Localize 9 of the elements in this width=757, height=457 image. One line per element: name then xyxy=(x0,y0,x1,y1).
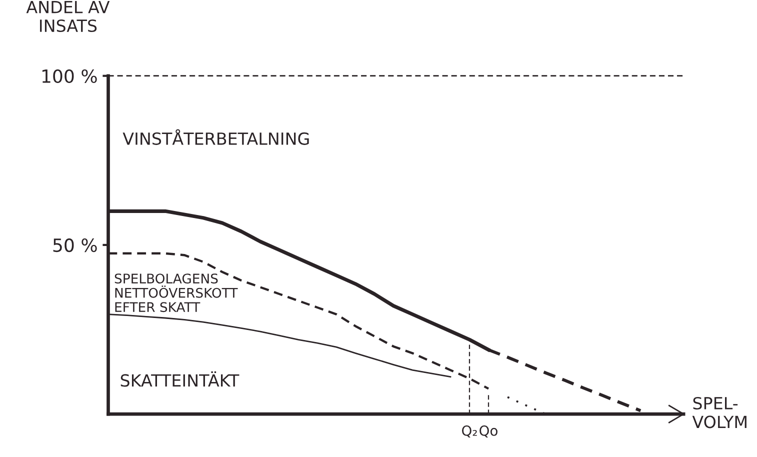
annotation: SPELBOLAGENS NETTOÖVERSKOTT EFTER SKATT xyxy=(114,274,238,312)
y-tick-label: 100 % xyxy=(42,69,97,83)
x-axis-title: SPEL- VOLYM xyxy=(692,396,746,428)
y-axis-title: ANDEL AV INSATS xyxy=(26,1,110,32)
x-tick-label: Q₂ xyxy=(462,425,477,438)
annotation: SKATTEINTÄKT xyxy=(120,371,240,387)
annotation: VINSTÅTERBETALNING xyxy=(122,129,309,145)
x-tick-label: Qo xyxy=(480,425,498,438)
y-tick-label: 50 % xyxy=(53,238,97,252)
